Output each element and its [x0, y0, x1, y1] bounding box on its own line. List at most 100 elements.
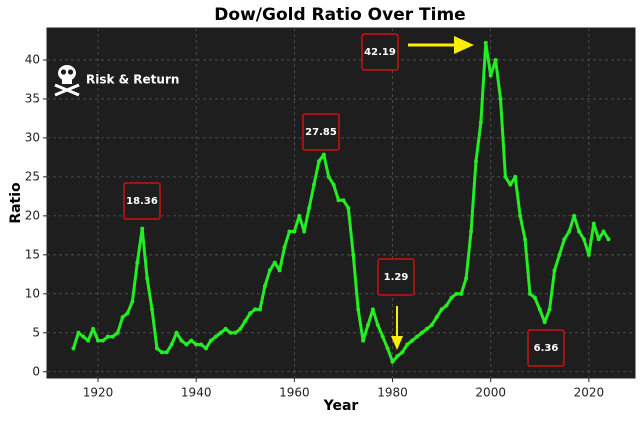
- data-point: [523, 237, 528, 242]
- data-point: [537, 307, 542, 312]
- data-point: [91, 326, 96, 331]
- data-point: [370, 307, 375, 312]
- data-point: [454, 291, 459, 296]
- data-point: [243, 319, 248, 324]
- annotation: 6.36: [534, 343, 559, 354]
- data-point: [434, 315, 439, 320]
- y-tick-label: 25: [25, 169, 40, 183]
- data-point: [415, 334, 420, 339]
- data-point: [76, 330, 81, 335]
- data-point: [439, 307, 444, 312]
- annotation: 18.36: [126, 196, 158, 207]
- data-point: [361, 338, 366, 343]
- data-point: [493, 57, 498, 62]
- data-point: [405, 342, 410, 347]
- data-point: [145, 276, 150, 281]
- data-point: [483, 40, 488, 45]
- x-tick-label: 1940: [181, 386, 212, 400]
- data-point: [365, 322, 370, 327]
- data-point: [287, 229, 292, 234]
- annotation: 27.85: [305, 127, 337, 138]
- data-point: [262, 284, 267, 289]
- data-point: [233, 330, 238, 335]
- data-point: [552, 268, 557, 273]
- data-point: [81, 334, 86, 339]
- data-point: [459, 291, 464, 296]
- data-point: [71, 346, 76, 351]
- y-tick-label: 15: [25, 247, 40, 261]
- data-point: [272, 260, 277, 265]
- data-point: [410, 338, 415, 343]
- data-point: [282, 245, 287, 250]
- data-point: [140, 226, 145, 231]
- data-point: [312, 182, 317, 187]
- data-point: [105, 334, 110, 339]
- data-point: [385, 346, 390, 351]
- data-point: [150, 307, 155, 312]
- data-point: [125, 311, 130, 316]
- data-point: [213, 334, 218, 339]
- data-point: [297, 213, 302, 218]
- y-axis-label: Ratio: [8, 182, 24, 224]
- data-point: [248, 311, 253, 316]
- data-point: [208, 338, 213, 343]
- data-point: [302, 229, 307, 234]
- data-point: [96, 338, 101, 343]
- data-point: [419, 330, 424, 335]
- x-tick-label: 1920: [83, 386, 114, 400]
- data-point: [307, 206, 312, 211]
- data-point: [581, 237, 586, 242]
- data-point: [159, 350, 164, 355]
- data-point: [400, 350, 405, 355]
- y-tick-label: 35: [25, 91, 40, 105]
- data-point: [316, 159, 321, 164]
- data-point: [189, 338, 194, 343]
- data-point: [562, 237, 567, 242]
- data-point: [601, 229, 606, 234]
- data-point: [478, 120, 483, 125]
- x-axis-label: Year: [323, 398, 359, 414]
- data-point: [292, 229, 297, 234]
- data-point: [596, 237, 601, 242]
- data-point: [258, 307, 263, 312]
- x-tick-label: 1980: [377, 386, 408, 400]
- data-point: [513, 174, 518, 179]
- data-point: [488, 73, 493, 78]
- data-point: [321, 152, 326, 157]
- data-point: [135, 260, 140, 265]
- y-tick-label: 30: [25, 130, 40, 144]
- y-tick-label: 20: [25, 208, 40, 222]
- chart-title: Dow/Gold Ratio Over Time: [214, 5, 465, 25]
- x-tick-label: 1960: [279, 386, 310, 400]
- data-point: [199, 342, 204, 347]
- data-point: [228, 330, 233, 335]
- y-tick-label: 10: [25, 286, 40, 300]
- data-point: [527, 291, 532, 296]
- data-point: [547, 307, 552, 312]
- data-point: [110, 334, 115, 339]
- y-tick-label: 5: [32, 325, 40, 339]
- data-point: [169, 342, 174, 347]
- data-point: [341, 198, 346, 203]
- data-point: [572, 213, 577, 218]
- data-point: [503, 174, 508, 179]
- data-point: [532, 295, 537, 300]
- marks: [71, 40, 611, 364]
- data-point: [464, 276, 469, 281]
- annotation: 42.19: [364, 47, 396, 58]
- data-point: [346, 206, 351, 211]
- data-point: [184, 342, 189, 347]
- data-point: [498, 96, 503, 101]
- data-point: [518, 213, 523, 218]
- data-point: [238, 326, 243, 331]
- data-point: [194, 342, 199, 347]
- data-point: [375, 322, 380, 327]
- data-point: [267, 268, 272, 273]
- annotation: 1.29: [384, 272, 409, 283]
- data-point: [336, 198, 341, 203]
- data-point: [424, 326, 429, 331]
- data-point: [351, 252, 356, 257]
- annotation-box: [361, 33, 399, 71]
- x-tick-label: 2020: [574, 386, 605, 400]
- data-point: [586, 252, 591, 257]
